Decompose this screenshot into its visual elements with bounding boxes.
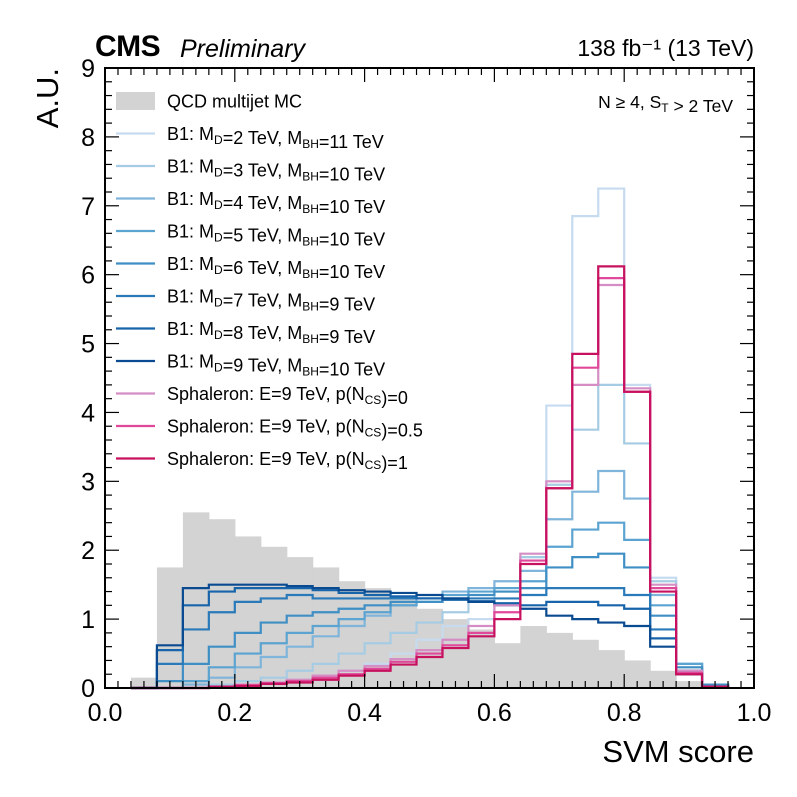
qcd-bar — [338, 581, 366, 688]
y-tick-label: 1 — [81, 606, 95, 634]
series-line-8 — [130, 583, 730, 690]
x-tick-label: 0.0 — [88, 699, 123, 727]
legend-label-7: B1: MD=8 TeV, MBH=9 TeV — [167, 319, 375, 347]
x-tick-label: 0.6 — [477, 699, 512, 727]
luminosity-label: 138 fb⁻¹ (13 TeV) — [577, 35, 754, 61]
x-tick-label: 0.8 — [607, 699, 642, 727]
legend-label-6: B1: MD=7 TeV, MBH=9 TeV — [167, 287, 375, 315]
legend-label-11: Sphaleron: E=9 TeV, p(NCS)=1 — [167, 449, 408, 473]
legend-label-5: B1: MD=6 TeV, MBH=10 TeV — [167, 254, 385, 282]
x-tick-label: 0.2 — [217, 699, 252, 727]
legend-label-10: Sphaleron: E=9 TeV, p(NCS)=0.5 — [167, 417, 423, 441]
y-tick-label: 7 — [81, 193, 95, 221]
qcd-bar — [208, 519, 236, 688]
y-tick-label: 8 — [81, 124, 95, 152]
y-tick-label: 9 — [81, 55, 95, 83]
qcd-bar — [390, 598, 418, 688]
legend-label-8: B1: MD=9 TeV, MBH=10 TeV — [167, 352, 385, 380]
qcd-bar — [234, 536, 262, 688]
qcd-bar — [442, 619, 470, 688]
qcd-bar — [286, 557, 314, 688]
legend-label-1: B1: MD=2 TeV, MBH=11 TeV — [167, 124, 384, 152]
y-tick-label: 2 — [81, 537, 95, 565]
legend-label-9: Sphaleron: E=9 TeV, p(NCS)=0 — [167, 384, 408, 408]
series-line-2 — [130, 383, 730, 690]
x-tick-label: 1.0 — [737, 699, 772, 727]
qcd-bar — [364, 588, 392, 688]
y-tick-label: 3 — [81, 468, 95, 496]
qcd-bar — [546, 632, 573, 688]
y-tick-label: 6 — [81, 262, 95, 290]
selection-annotation: N ≥ 4, ST > 2 TeV — [598, 92, 733, 116]
qcd-bar — [182, 512, 210, 688]
qcd-bar — [650, 670, 677, 688]
qcd-bar — [520, 626, 547, 688]
y-tick-label: 4 — [81, 399, 95, 427]
qcd-bar — [156, 567, 184, 688]
preliminary-label: Preliminary — [180, 35, 306, 63]
y-tick-label: 0 — [81, 675, 95, 703]
legend-swatch-qcd — [116, 92, 155, 110]
qcd-bar — [312, 567, 340, 688]
qcd-bar — [572, 639, 599, 688]
y-tick-label: 5 — [81, 331, 95, 359]
qcd-bar — [416, 608, 444, 688]
qcd-bar — [260, 546, 288, 688]
x-axis-label: SVM score — [602, 734, 754, 769]
qcd-bar — [468, 629, 495, 688]
y-axis-label: A.U. — [30, 68, 65, 128]
legend-label-qcd: QCD multijet MC — [167, 92, 302, 112]
x-tick-label: 0.4 — [347, 699, 382, 727]
legend-label-3: B1: MD=4 TeV, MBH=10 TeV — [167, 189, 385, 217]
qcd-bar — [494, 643, 521, 688]
legend-label-2: B1: MD=3 TeV, MBH=10 TeV — [167, 157, 385, 185]
legend-label-4: B1: MD=5 TeV, MBH=10 TeV — [167, 222, 385, 250]
cms-label: CMS — [95, 30, 161, 63]
